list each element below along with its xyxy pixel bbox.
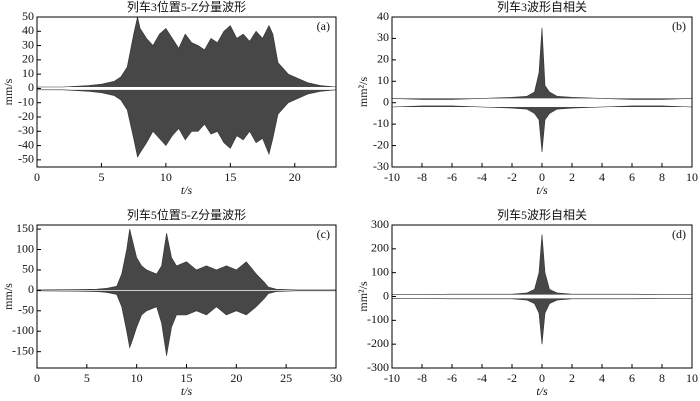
x-tick-label: 4 [599,170,605,184]
x-tick-label: 5 [84,371,90,385]
x-tick-label: -2 [507,170,517,184]
panel-label: (d) [672,227,686,241]
y-tick-label: -30 [373,159,389,173]
x-tick-label: 30 [330,371,342,385]
waveform [37,89,337,158]
x-tick-label: -8 [417,371,427,385]
x-tick-label: 20 [230,371,242,385]
panel-label: (a) [317,19,330,33]
x-axis-label: t/s [181,384,193,398]
y-tick-label: -30 [18,123,34,137]
panel-title: 列车3波形自相关 [497,0,587,14]
y-tick-label: -100 [12,323,34,337]
panel-label: (c) [317,227,330,241]
x-tick-label: 0 [34,170,40,184]
x-tick-label: 25 [280,371,292,385]
y-tick-label: 0 [383,94,389,108]
waveform [392,298,692,345]
y-axis-label: mm²/s [356,77,370,108]
x-tick-label: 10 [160,170,172,184]
x-tick-label: 15 [181,371,193,385]
y-tick-label: 0 [383,288,389,302]
x-tick-label: 20 [289,170,301,184]
x-tick-label: -6 [447,170,457,184]
x-tick-label: 15 [224,170,236,184]
y-axis-label: mm/s [1,283,15,310]
y-tick-label: 30 [377,30,389,44]
x-tick-label: 6 [629,170,635,184]
y-tick-label: 300 [371,217,389,231]
panel-title: 列车5波形自相关 [497,207,587,222]
y-tick-label: -10 [18,94,34,108]
x-tick-label: 6 [629,371,635,385]
y-tick-label: -20 [18,109,34,123]
x-tick-label: -4 [477,371,487,385]
waveform [36,229,336,291]
y-tick-label: 100 [16,241,34,255]
y-tick-label: 100 [371,264,389,278]
panel-title: 列车5位置5-Z分量波形 [127,207,246,222]
y-tick-label: 40 [377,9,389,23]
x-tick-label: 2 [569,170,575,184]
y-tick-label: -20 [373,137,389,151]
y-tick-label: -100 [367,312,389,326]
waveform [392,234,692,295]
y-tick-label: 0 [28,80,34,94]
waveform [36,290,336,356]
y-axis-label: mm/s [1,78,15,105]
y-tick-label: 20 [22,52,34,66]
y-tick-label: 30 [22,37,34,51]
x-tick-label: -2 [507,371,517,385]
x-tick-label: 5 [98,170,104,184]
y-tick-label: 10 [22,66,34,80]
x-tick-label: -10 [384,170,400,184]
y-tick-label: 200 [371,241,389,255]
y-tick-label: -150 [12,343,34,357]
y-tick-label: 40 [22,23,34,37]
y-tick-label: 150 [16,221,34,235]
x-tick-label: 0 [539,371,545,385]
x-tick-label: 8 [659,170,665,184]
x-axis-label: t/s [536,183,548,197]
x-tick-label: -4 [477,170,487,184]
waveform [37,16,337,88]
x-tick-label: 4 [599,371,605,385]
y-tick-label: -200 [367,336,389,350]
y-tick-label: -300 [367,360,389,374]
x-tick-label: 0 [34,371,40,385]
waveform [391,27,693,100]
x-axis-label: t/s [536,384,548,398]
y-tick-label: 50 [22,262,34,276]
panel-title: 列车3位置5-Z分量波形 [127,0,246,14]
y-tick-label: 10 [377,73,389,87]
x-tick-label: 8 [659,371,665,385]
y-tick-label: -50 [18,152,34,166]
x-axis-label: t/s [181,183,193,197]
y-axis-label: mm²/s [356,281,370,312]
x-tick-label: -10 [384,371,400,385]
y-tick-label: -10 [373,116,389,130]
plot-frame [36,16,337,168]
x-tick-label: 0 [539,170,545,184]
x-tick-label: 2 [569,371,575,385]
y-tick-label: -50 [18,303,34,317]
panel-label: (b) [672,19,686,33]
x-tick-label: -6 [447,371,457,385]
x-tick-label: -8 [417,170,427,184]
y-tick-label: 20 [377,52,389,66]
y-tick-label: 0 [28,282,34,296]
x-tick-label: 10 [686,170,698,184]
y-tick-label: -40 [18,137,34,151]
waveform [391,105,693,153]
y-tick-label: 50 [22,9,34,23]
x-tick-label: 10 [686,371,698,385]
x-tick-label: 10 [131,371,143,385]
